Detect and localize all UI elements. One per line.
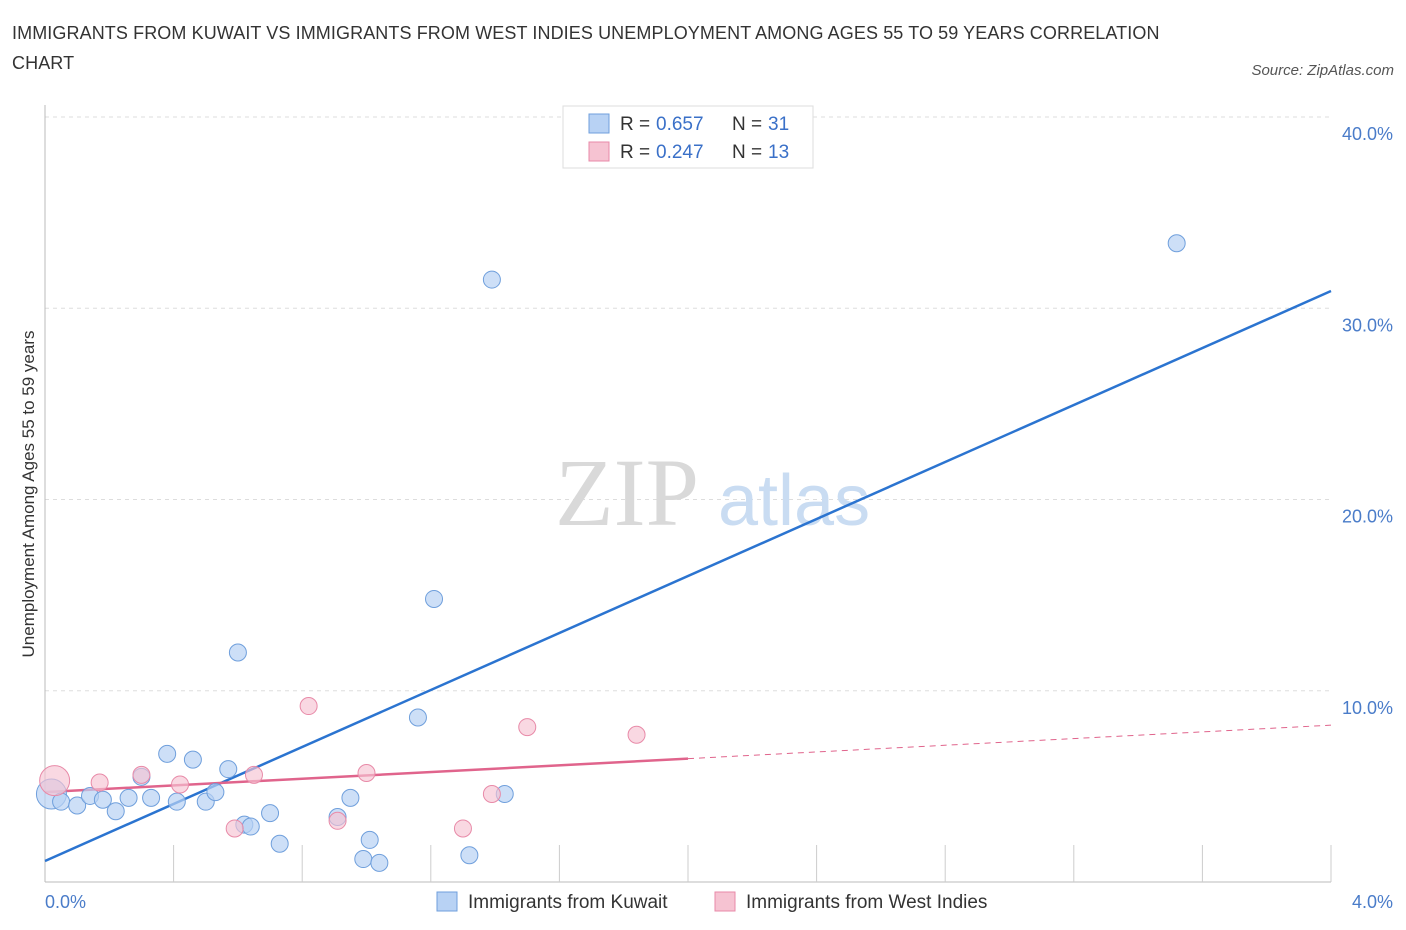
point-kuwait xyxy=(142,788,161,807)
legend-n-label-west-indies: N = xyxy=(732,142,762,163)
point-kuwait xyxy=(93,790,112,809)
point-kuwait xyxy=(206,783,225,802)
stats-legend: R = 0.657 N = 31 R = 0.247 N = 13 xyxy=(562,105,814,169)
point-kuwait xyxy=(183,750,202,769)
legend-swatch-west-indies xyxy=(588,141,610,162)
y-tick-label: 10.0% xyxy=(1342,698,1393,718)
watermark-zip: ZIP xyxy=(555,439,699,546)
point-kuwait xyxy=(167,792,186,811)
point-west-indies xyxy=(225,819,244,838)
point-west-indies xyxy=(518,718,537,737)
point-kuwait xyxy=(228,643,247,662)
point-west-indies xyxy=(90,773,109,792)
point-kuwait xyxy=(270,834,289,853)
point-kuwait xyxy=(482,270,501,289)
point-west-indies xyxy=(39,765,71,797)
point-kuwait xyxy=(68,796,87,815)
y-tick-label: 30.0% xyxy=(1342,315,1393,335)
point-west-indies xyxy=(357,763,376,782)
point-west-indies xyxy=(299,697,318,716)
point-kuwait xyxy=(261,804,280,823)
y-tick-label: 20.0% xyxy=(1342,507,1393,527)
grid-lines xyxy=(45,116,1331,692)
legend-n-label-kuwait: N = xyxy=(732,114,762,135)
chart-title: IMMIGRANTS FROM KUWAIT VS IMMIGRANTS FRO… xyxy=(12,23,1160,73)
legend-r-value-west-indies: 0.247 xyxy=(656,142,704,163)
point-kuwait xyxy=(460,846,479,865)
point-kuwait xyxy=(408,708,427,727)
y-tick-labels: 10.0% 20.0% 30.0% 40.0% xyxy=(1342,124,1393,718)
point-kuwait xyxy=(241,817,260,836)
x-tick-label-min: 0.0% xyxy=(45,892,86,912)
trend-line-west-indies-extension xyxy=(687,724,1332,760)
point-kuwait xyxy=(341,788,360,807)
point-west-indies xyxy=(244,765,263,784)
point-kuwait xyxy=(219,760,238,779)
y-axis-label: Unemployment Among Ages 55 to 59 years xyxy=(19,331,38,658)
point-kuwait xyxy=(1167,234,1186,253)
point-kuwait xyxy=(370,853,389,872)
legend-r-label-west-indies: R = xyxy=(620,142,650,163)
bottom-legend-swatch-west-indies xyxy=(714,891,736,912)
point-kuwait xyxy=(158,744,177,763)
bottom-legend-label-kuwait: Immigrants from Kuwait xyxy=(468,892,668,913)
point-kuwait xyxy=(119,788,138,807)
point-west-indies xyxy=(482,785,501,804)
x-tick-marks xyxy=(173,845,1332,882)
point-west-indies xyxy=(171,775,190,794)
x-tick-label-max: 4.0% xyxy=(1352,892,1393,912)
legend-n-value-west-indies: 13 xyxy=(768,142,789,163)
point-west-indies xyxy=(627,725,646,744)
point-west-indies xyxy=(132,765,151,784)
data-points xyxy=(35,234,1186,872)
point-kuwait xyxy=(425,589,444,608)
trend-line-kuwait xyxy=(44,289,1332,863)
point-kuwait xyxy=(106,802,125,821)
trend-lines xyxy=(44,289,1332,863)
point-west-indies xyxy=(328,811,347,830)
bottom-legend-swatch-kuwait xyxy=(436,891,458,912)
legend-r-label-kuwait: R = xyxy=(620,114,650,135)
watermark: ZIP atlas xyxy=(555,439,870,546)
point-west-indies xyxy=(453,819,472,838)
point-kuwait xyxy=(354,850,373,869)
legend-n-value-kuwait: 31 xyxy=(768,114,789,135)
point-kuwait xyxy=(360,830,379,849)
legend-swatch-kuwait xyxy=(588,113,610,134)
series-legend: Immigrants from Kuwait Immigrants from W… xyxy=(436,891,987,913)
source-credit: Source: ZipAtlas.com xyxy=(1251,62,1394,79)
legend-r-value-kuwait: 0.657 xyxy=(656,114,704,135)
bottom-legend-label-west-indies: Immigrants from West Indies xyxy=(746,892,987,913)
y-tick-label: 40.0% xyxy=(1342,124,1393,144)
